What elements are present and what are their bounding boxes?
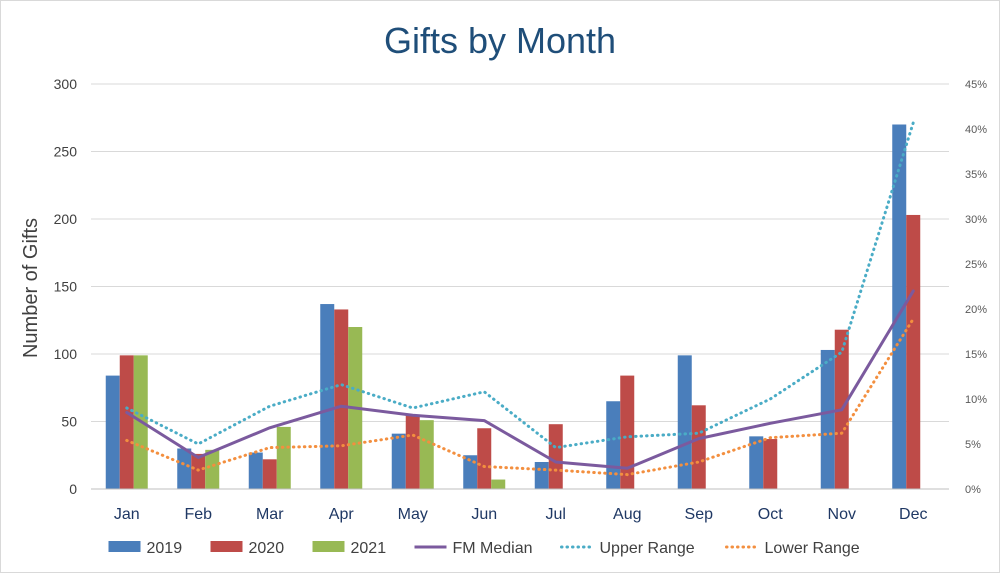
bar-2021-Jun bbox=[491, 479, 506, 489]
legend-label: FM Median bbox=[453, 540, 533, 557]
bar-2019-Sep bbox=[677, 355, 692, 489]
x-tick-label: Mar bbox=[256, 506, 284, 523]
y-tick-label: 250 bbox=[54, 144, 78, 160]
legend-label: 2021 bbox=[351, 540, 387, 557]
x-tick-label: Aug bbox=[613, 506, 641, 523]
bar-2021-Feb bbox=[205, 449, 220, 489]
y-tick-label: 150 bbox=[54, 279, 78, 295]
bar-2020-Aug bbox=[620, 375, 635, 489]
x-tick-label: Apr bbox=[329, 506, 355, 523]
bar-2019-Nov bbox=[820, 349, 835, 489]
y2-tick-label: 10% bbox=[965, 394, 987, 406]
legend: 2019 2020 2021 FM Median Upper Range Lower Ra… bbox=[108, 540, 860, 557]
bar-2020-Oct bbox=[763, 439, 778, 489]
legend-label: Lower Range bbox=[765, 540, 860, 557]
line-lower-range bbox=[125, 317, 915, 477]
x-tick-label: Sep bbox=[685, 506, 714, 523]
axes: 0 50 100 150 200 250 300 0% 5% 10% 15% 20% 25% 30% 35%… bbox=[54, 76, 988, 523]
gridlines bbox=[91, 83, 949, 422]
legend-item-upper-range: Upper Range bbox=[560, 540, 695, 557]
x-tick-label: Jul bbox=[546, 506, 566, 523]
bar-2019-May bbox=[391, 433, 406, 489]
x-tick-label: May bbox=[398, 506, 428, 523]
y2-tick-label: 15% bbox=[965, 349, 987, 361]
bar-2020-Dec bbox=[906, 214, 921, 489]
legend-label: Upper Range bbox=[600, 540, 695, 557]
bar-2020-Mar bbox=[262, 459, 277, 489]
y2-tick-label: 20% bbox=[965, 304, 987, 316]
y-tick-label: 100 bbox=[54, 346, 78, 362]
y2-tick-label: 45% bbox=[965, 79, 987, 91]
legend-label: 2019 bbox=[147, 540, 183, 557]
bar-2020-Apr bbox=[334, 309, 349, 489]
legend-item-2019: 2019 bbox=[108, 540, 183, 557]
y2-tick-label: 0% bbox=[965, 484, 981, 496]
y2-tick-label: 5% bbox=[965, 439, 981, 451]
legend-item-lower-range: Lower Range bbox=[725, 540, 860, 557]
x-tick-label: Feb bbox=[184, 506, 212, 523]
bar-2019-Oct bbox=[749, 436, 764, 489]
bar-2020-Jul bbox=[548, 424, 563, 489]
bar-2019-Apr bbox=[320, 304, 335, 489]
legend-swatch bbox=[108, 541, 141, 552]
legend-label: 2020 bbox=[249, 540, 285, 557]
bar-2020-May bbox=[405, 414, 420, 489]
legend-swatch bbox=[312, 541, 345, 552]
bar-2019-Jun bbox=[463, 455, 478, 489]
bar-2019-Aug bbox=[606, 401, 621, 489]
lines bbox=[125, 121, 915, 477]
bar-2020-Jan bbox=[119, 355, 134, 489]
bar-2020-Jun bbox=[477, 428, 492, 489]
x-tick-label: Jun bbox=[471, 506, 497, 523]
y-tick-label: 50 bbox=[61, 414, 77, 430]
bar-2019-Dec bbox=[892, 124, 907, 489]
bar-2019-Jan bbox=[105, 375, 120, 489]
legend-item-2020: 2020 bbox=[210, 540, 285, 557]
x-tick-label: Jan bbox=[114, 506, 140, 523]
y-axis-label: Number of Gifts bbox=[20, 218, 42, 358]
bar-2019-Jul bbox=[534, 462, 549, 489]
x-tick-label: Dec bbox=[899, 506, 927, 523]
legend-swatch bbox=[210, 541, 243, 552]
bar-2019-Feb bbox=[177, 448, 192, 489]
x-tick-label: Nov bbox=[828, 506, 856, 523]
line-fm-median bbox=[125, 289, 915, 470]
bar-2019-Mar bbox=[248, 452, 263, 489]
legend-item-fm-median: FM Median bbox=[414, 540, 533, 557]
bar-2020-Sep bbox=[691, 405, 706, 489]
x-tick-label: Oct bbox=[758, 506, 783, 523]
y-tick-label: 0 bbox=[69, 481, 77, 497]
line-upper-range bbox=[125, 121, 915, 450]
bar-2021-Mar bbox=[276, 426, 291, 489]
legend-item-2021: 2021 bbox=[312, 540, 387, 557]
chart-title: Gifts by Month bbox=[384, 20, 616, 61]
y2-tick-label: 25% bbox=[965, 259, 987, 271]
y2-tick-label: 40% bbox=[965, 124, 987, 136]
bar-2021-May bbox=[419, 420, 434, 489]
y-tick-label: 200 bbox=[54, 211, 78, 227]
y-tick-label: 300 bbox=[54, 76, 78, 92]
y2-tick-label: 30% bbox=[965, 214, 987, 226]
bars bbox=[105, 124, 921, 489]
y2-tick-label: 35% bbox=[965, 169, 987, 181]
